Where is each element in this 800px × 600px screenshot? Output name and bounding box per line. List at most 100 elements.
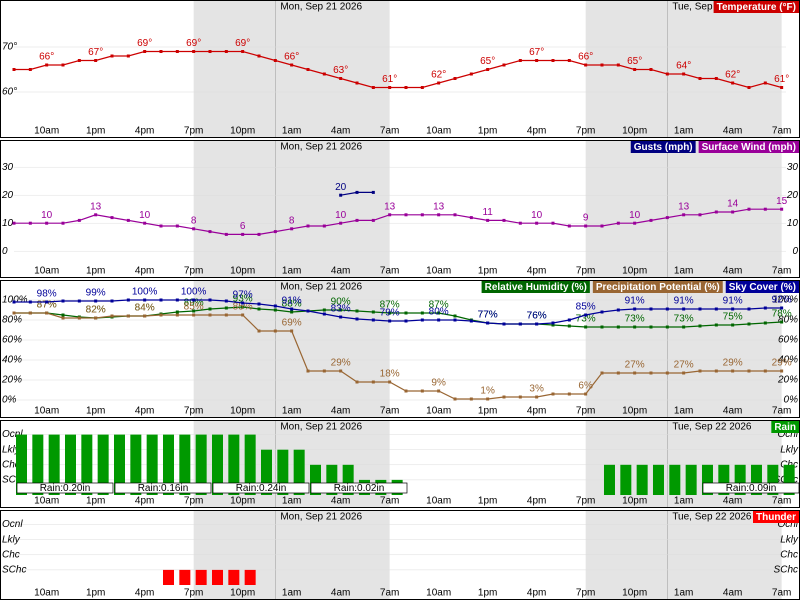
value-label: 77% [478, 310, 498, 321]
y-tick-label: SChc [774, 565, 798, 576]
data-point [649, 68, 653, 71]
data-point [567, 324, 571, 328]
value-label: 27% [674, 360, 694, 371]
x-tick-label: 4am [331, 588, 350, 599]
bar [195, 569, 207, 585]
y-tick-label: 0% [2, 395, 17, 406]
x-tick-label: 10pm [622, 406, 647, 417]
value-label: 61° [774, 74, 789, 85]
y-tick-label: 20% [777, 375, 798, 386]
data-point [322, 312, 326, 316]
x-tick-label: 4am [723, 126, 742, 137]
bar [326, 464, 338, 495]
value-label: 10 [139, 210, 151, 221]
x-tick-label: 4pm [135, 266, 154, 277]
data-point [600, 63, 604, 67]
x-tick-label: 10pm [622, 588, 647, 599]
y-tick-label: 10 [787, 218, 799, 229]
data-point [437, 213, 441, 217]
data-point [257, 302, 261, 306]
data-point [633, 68, 637, 71]
data-point [110, 216, 114, 220]
value-label: 80% [429, 307, 449, 318]
data-point [682, 307, 686, 311]
y-tick-label: 60% [2, 335, 22, 346]
x-tick-label: 1pm [478, 126, 497, 137]
value-label: 90% [331, 297, 351, 308]
data-point [45, 221, 49, 225]
data-point [535, 322, 539, 326]
data-point [61, 299, 65, 303]
data-point [584, 63, 588, 67]
data-point [469, 216, 473, 220]
data-point [714, 210, 718, 214]
data-point [273, 230, 277, 234]
data-point [224, 306, 228, 310]
x-tick-label: 4pm [527, 266, 546, 277]
data-point [192, 227, 196, 231]
data-point [616, 325, 620, 329]
data-point [502, 395, 506, 399]
value-label: 79% [380, 308, 400, 319]
bar [750, 464, 762, 495]
value-label: 99% [86, 288, 106, 299]
data-point [567, 318, 571, 322]
data-point [714, 369, 718, 373]
x-tick-label: 1pm [478, 406, 497, 417]
data-point [241, 232, 245, 236]
x-tick-label: 10am [426, 496, 451, 507]
bar [783, 464, 795, 495]
y-tick-label: 10 [2, 218, 14, 229]
data-point [780, 207, 784, 211]
value-label: 92% [772, 295, 792, 306]
x-tick-label: 1am [282, 126, 301, 137]
x-tick-label: 1am [282, 588, 301, 599]
data-point [698, 307, 702, 311]
x-tick-label: 10pm [230, 406, 255, 417]
legend-box [725, 281, 799, 293]
data-point [600, 224, 604, 228]
x-tick-label: 10am [34, 496, 59, 507]
data-point [453, 213, 457, 217]
data-point [388, 213, 392, 217]
x-tick-label: 7am [380, 588, 399, 599]
value-label: 65° [627, 56, 642, 67]
total-box [310, 482, 408, 494]
data-point [257, 54, 261, 58]
x-tick-label: 7pm [184, 266, 203, 277]
x-tick-label: 1pm [478, 588, 497, 599]
data-point [306, 224, 310, 228]
y-tick-label: Lkly [780, 534, 799, 545]
data-point [28, 221, 32, 225]
bar [685, 464, 697, 495]
x-tick-label: 4pm [527, 406, 546, 417]
data-point [682, 72, 686, 76]
data-point [584, 325, 588, 329]
data-point [339, 308, 343, 312]
date-label: Mon, Sep 21 2026 [280, 142, 362, 153]
x-tick-label: 1pm [478, 496, 497, 507]
data-point [486, 397, 490, 401]
value-label: 88% [282, 299, 302, 310]
data-point [747, 207, 751, 211]
data-point [616, 63, 620, 67]
value-label: 82% [86, 305, 106, 316]
value-label: 1% [480, 386, 495, 397]
bar [636, 464, 648, 495]
data-point [175, 313, 179, 317]
value-label: 69% [282, 318, 302, 329]
total-box [114, 482, 212, 494]
bar [146, 434, 158, 495]
x-tick-label: 4am [723, 266, 742, 277]
x-tick-label: 1am [674, 406, 693, 417]
data-point [355, 317, 359, 321]
y-tick-label: 60% [778, 335, 798, 346]
bar [113, 434, 125, 495]
data-point [763, 207, 767, 211]
y-tick-label: 80% [2, 315, 22, 326]
bar [309, 464, 321, 495]
data-point [747, 307, 751, 311]
data-point [273, 308, 277, 312]
data-point [437, 318, 441, 322]
data-point [567, 59, 571, 62]
